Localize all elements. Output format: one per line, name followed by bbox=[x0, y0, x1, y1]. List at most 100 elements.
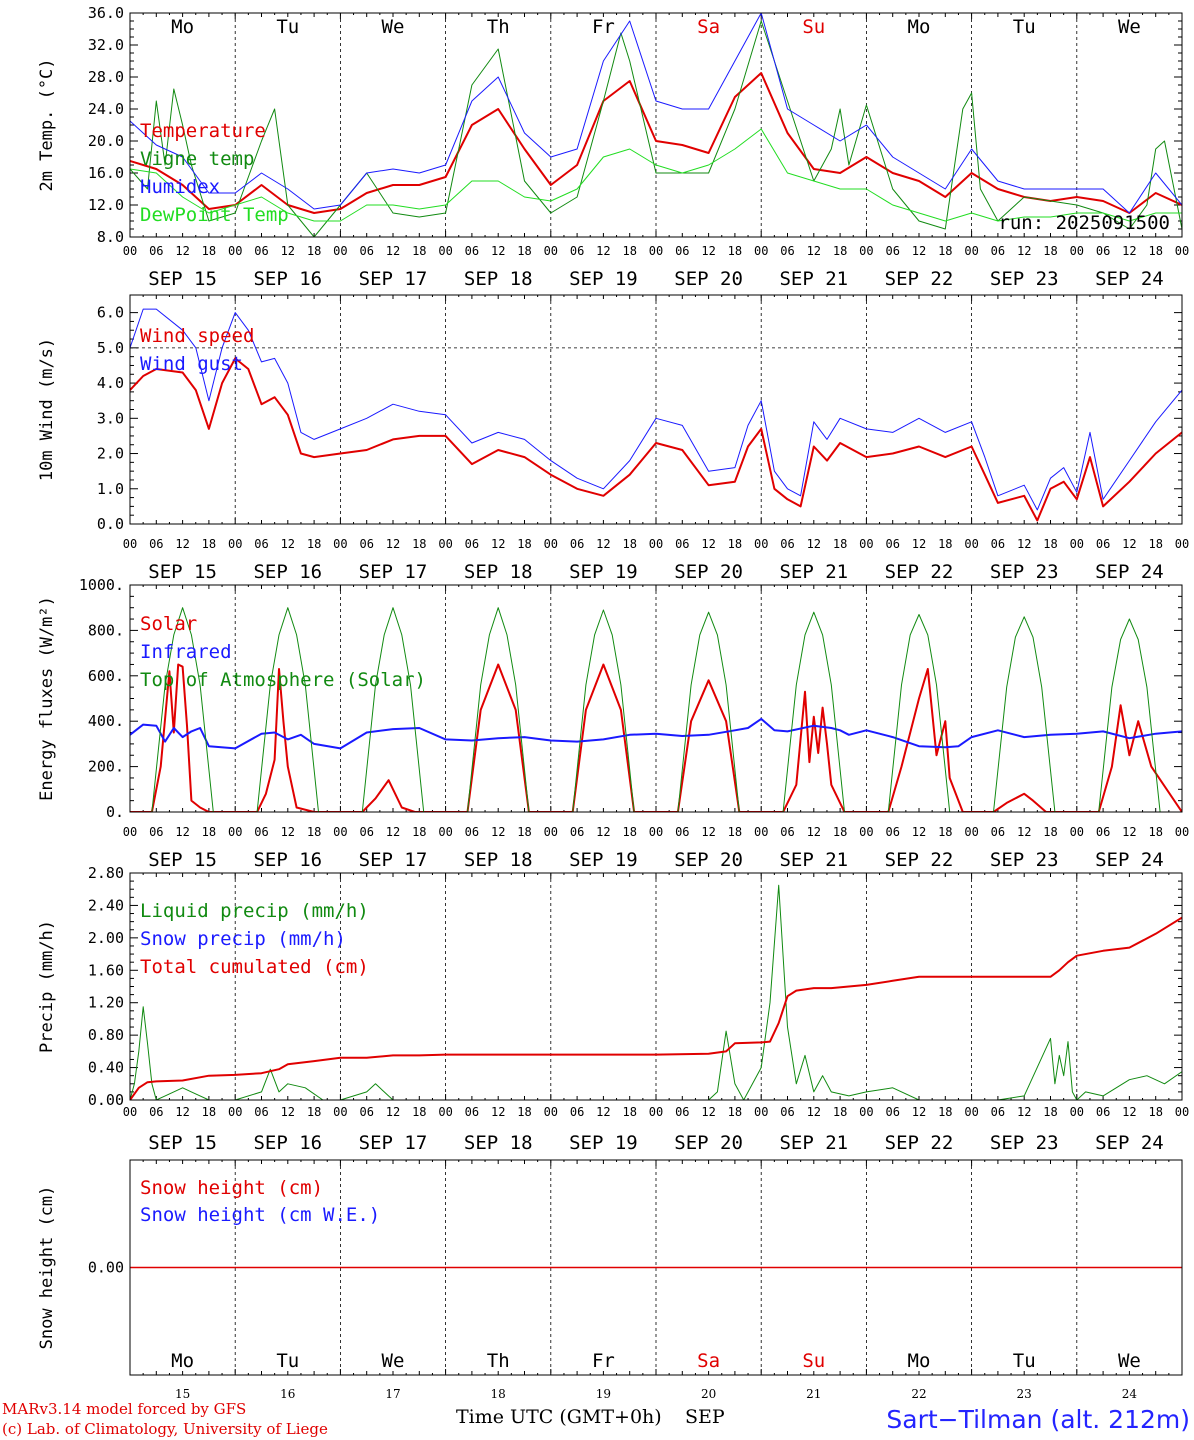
date-label: SEP 22 bbox=[885, 1132, 954, 1154]
hour-tick-label: 18 bbox=[412, 244, 426, 258]
hour-tick-label: 18 bbox=[1148, 244, 1162, 258]
hour-tick-label: 00 bbox=[228, 1105, 242, 1119]
series-infrared-line bbox=[130, 717, 1182, 750]
hour-tick-label: 06 bbox=[675, 244, 689, 258]
legend-entry: Vigne temp bbox=[140, 148, 254, 170]
hour-tick-label: 06 bbox=[149, 537, 163, 551]
hour-tick-label: 12 bbox=[281, 825, 295, 839]
date-label: SEP 20 bbox=[674, 268, 743, 290]
hour-tick-label: 18 bbox=[202, 825, 216, 839]
y-tick-label: 2.00 bbox=[88, 929, 124, 947]
hour-tick-label: 00 bbox=[228, 825, 242, 839]
hour-tick-label: 18 bbox=[517, 825, 531, 839]
hour-tick-label: 00 bbox=[1175, 244, 1189, 258]
series-liquid-precip-mm-h-line bbox=[130, 884, 1182, 1100]
date-label: SEP 19 bbox=[569, 849, 638, 871]
plot-frame bbox=[129, 1159, 1183, 1376]
date-label: SEP 18 bbox=[464, 1132, 533, 1154]
hour-tick-label: 12 bbox=[175, 1105, 189, 1119]
hour-tick-label: 00 bbox=[754, 825, 768, 839]
hour-tick-label: 12 bbox=[596, 244, 610, 258]
hour-tick-label: 06 bbox=[780, 825, 794, 839]
y-tick-label: 2.0 bbox=[97, 445, 124, 463]
hour-tick-label: 06 bbox=[675, 1105, 689, 1119]
hour-tick-label: 18 bbox=[833, 825, 847, 839]
date-label: SEP 17 bbox=[359, 849, 428, 871]
hour-tick-label: 00 bbox=[333, 825, 347, 839]
hour-tick-label: 06 bbox=[465, 1105, 479, 1119]
date-label: SEP 23 bbox=[990, 268, 1059, 290]
hour-tick-label: 00 bbox=[964, 1105, 978, 1119]
legend-entry: Infrared bbox=[140, 641, 232, 663]
hour-tick-label: 06 bbox=[254, 537, 268, 551]
hour-tick-label: 18 bbox=[938, 244, 952, 258]
hour-tick-label: 00 bbox=[333, 244, 347, 258]
day-of-week-label: Th bbox=[487, 1350, 510, 1372]
hour-tick-label: 18 bbox=[307, 244, 321, 258]
hour-tick-label: 18 bbox=[1043, 1105, 1057, 1119]
hour-tick-label: 06 bbox=[149, 244, 163, 258]
date-label: SEP 21 bbox=[779, 1132, 848, 1154]
hour-tick-label: 12 bbox=[807, 1105, 821, 1119]
hour-tick-label: 12 bbox=[1017, 244, 1031, 258]
legend-entry: Humidex bbox=[140, 176, 220, 198]
y-tick-label: 20.0 bbox=[88, 132, 124, 150]
date-label: SEP 17 bbox=[359, 268, 428, 290]
legend-entry: Solar bbox=[140, 613, 197, 635]
date-label: SEP 24 bbox=[1095, 268, 1164, 290]
hour-tick-label: 12 bbox=[1122, 244, 1136, 258]
date-label: SEP 16 bbox=[253, 268, 322, 290]
y-axis-label: 10m Wind (m/s) bbox=[37, 338, 57, 481]
hour-tick-label: 00 bbox=[123, 537, 137, 551]
hour-tick-label: 18 bbox=[202, 1105, 216, 1119]
hour-tick-label: 00 bbox=[754, 244, 768, 258]
hour-tick-label: 18 bbox=[1148, 537, 1162, 551]
hour-tick-label: 06 bbox=[465, 244, 479, 258]
hour-tick-label: 18 bbox=[938, 825, 952, 839]
y-tick-label: 5.0 bbox=[97, 339, 124, 357]
legend-entry: Top of Atmosphere (Solar) bbox=[140, 669, 426, 691]
y-axis-label: Snow height (cm) bbox=[37, 1186, 57, 1350]
hour-tick-label: 06 bbox=[1096, 1105, 1110, 1119]
date-label: SEP 20 bbox=[674, 849, 743, 871]
hour-tick-label: 06 bbox=[465, 537, 479, 551]
plot-frame bbox=[129, 294, 1183, 525]
hour-tick-label: 18 bbox=[728, 537, 742, 551]
hour-tick-label: 12 bbox=[701, 1105, 715, 1119]
date-label: SEP 15 bbox=[148, 268, 217, 290]
hour-tick-label: 12 bbox=[701, 537, 715, 551]
y-tick-label: 0.00 bbox=[88, 1091, 124, 1109]
hour-tick-label: 18 bbox=[307, 825, 321, 839]
hour-tick-label: 06 bbox=[885, 537, 899, 551]
y-tick-label: 0.0 bbox=[97, 515, 124, 533]
hour-tick-label: 00 bbox=[1070, 244, 1084, 258]
y-tick-label: 200. bbox=[88, 758, 124, 776]
legend-entry: Snow precip (mm/h) bbox=[140, 928, 346, 950]
y-tick-label: 6.0 bbox=[97, 304, 124, 322]
hour-tick-label: 12 bbox=[1017, 825, 1031, 839]
day-number-label: 18 bbox=[491, 1387, 506, 1401]
hour-tick-label: 06 bbox=[254, 825, 268, 839]
hour-tick-label: 18 bbox=[1148, 825, 1162, 839]
hour-tick-label: 18 bbox=[622, 1105, 636, 1119]
legend-entry: Wind gust bbox=[140, 353, 243, 375]
y-tick-label: 3.0 bbox=[97, 409, 124, 427]
y-axis-label: 2m Temp. (°C) bbox=[37, 58, 57, 191]
hour-tick-label: 12 bbox=[281, 244, 295, 258]
hour-tick-label: 00 bbox=[649, 1105, 663, 1119]
day-of-week-label: We bbox=[382, 16, 405, 38]
hour-tick-label: 06 bbox=[570, 1105, 584, 1119]
hour-tick-label: 12 bbox=[1122, 1105, 1136, 1119]
lab-credit: (c) Lab. of Climatology, University of L… bbox=[2, 1420, 328, 1438]
date-label: SEP 22 bbox=[885, 561, 954, 583]
plot-frame bbox=[129, 584, 1183, 813]
hour-tick-label: 00 bbox=[649, 244, 663, 258]
hour-tick-label: 18 bbox=[307, 537, 321, 551]
legend-entry: Total cumulated (cm) bbox=[140, 956, 369, 978]
date-label: SEP 18 bbox=[464, 849, 533, 871]
y-tick-label: 1.60 bbox=[88, 961, 124, 979]
hour-tick-label: 12 bbox=[386, 825, 400, 839]
hour-tick-label: 12 bbox=[912, 825, 926, 839]
hour-tick-label: 18 bbox=[307, 1105, 321, 1119]
